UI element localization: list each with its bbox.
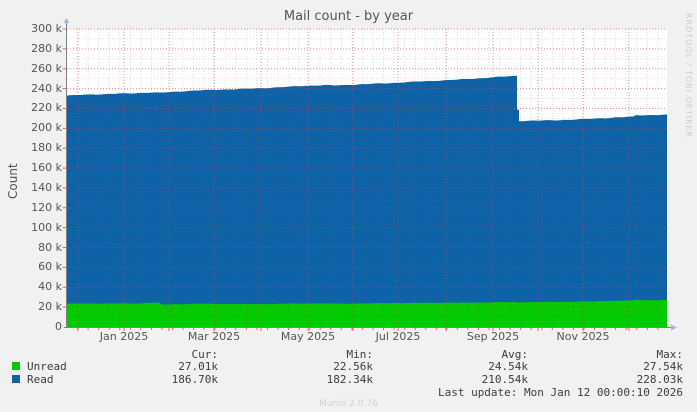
y-tick-label: 280 k xyxy=(31,41,62,55)
stat-unread-max: 27.54k xyxy=(643,360,683,373)
last-update: Last update: Mon Jan 12 00:00:10 2026 xyxy=(437,386,683,399)
axis-arrow-up-icon xyxy=(63,18,70,23)
y-tick-label: 260 k xyxy=(31,61,62,75)
y-tick-label: 80 k xyxy=(38,240,62,254)
y-axis-title: Count xyxy=(6,163,20,199)
stat-read-cur: 186.70k xyxy=(171,373,218,386)
y-tick-label: 0 xyxy=(55,320,62,333)
chart-canvas xyxy=(62,18,677,331)
graph-title: Mail count - by year xyxy=(283,9,414,24)
y-tick-label: 40 k xyxy=(38,280,62,294)
axis-ticks xyxy=(62,28,659,331)
grid-minor xyxy=(67,29,667,327)
stats-header-max: Max: xyxy=(656,348,684,361)
stat-read-min: 182.34k xyxy=(326,373,373,386)
stats-header-min: Min: xyxy=(346,348,374,361)
y-tick-label: 180 k xyxy=(31,141,62,155)
y-tick-label: 160 k xyxy=(31,161,62,175)
legend-swatch-unread-icon xyxy=(12,362,20,370)
stat-unread-min: 22.56k xyxy=(333,360,373,373)
axis-arrow-right-icon xyxy=(671,324,677,331)
munin-version: Munin 2.0.76 xyxy=(319,399,378,409)
stats-header-cur: Cur: xyxy=(191,348,219,361)
y-tick-label: 240 k xyxy=(31,81,62,95)
stat-unread-cur: 27.01k xyxy=(178,360,218,373)
stats-header-avg: Avg: xyxy=(501,348,529,361)
legend-swatch-read-icon xyxy=(12,375,20,383)
y-tick-label: 140 k xyxy=(31,180,62,194)
y-tick-label: 60 k xyxy=(38,260,62,274)
y-tick-label: 100 k xyxy=(31,220,62,234)
rrdtool-watermark: RRDTOOL / TOBI OETIKER xyxy=(684,13,693,139)
legend-label-read: Read xyxy=(27,373,54,386)
y-tick-label: 120 k xyxy=(31,200,62,214)
stat-read-max: 228.03k xyxy=(636,373,683,386)
y-tick-label: 300 k xyxy=(31,22,62,35)
stat-read-avg: 210.54k xyxy=(481,373,528,386)
grid-major xyxy=(67,28,667,327)
stat-unread-avg: 24.54k xyxy=(488,360,528,373)
legend-label-unread: Unread xyxy=(27,360,67,373)
y-tick-label: 200 k xyxy=(31,121,62,135)
read-area xyxy=(67,75,667,327)
y-tick-label: 20 k xyxy=(38,300,62,314)
y-tick-label: 220 k xyxy=(31,101,62,115)
unread-area xyxy=(67,299,667,327)
